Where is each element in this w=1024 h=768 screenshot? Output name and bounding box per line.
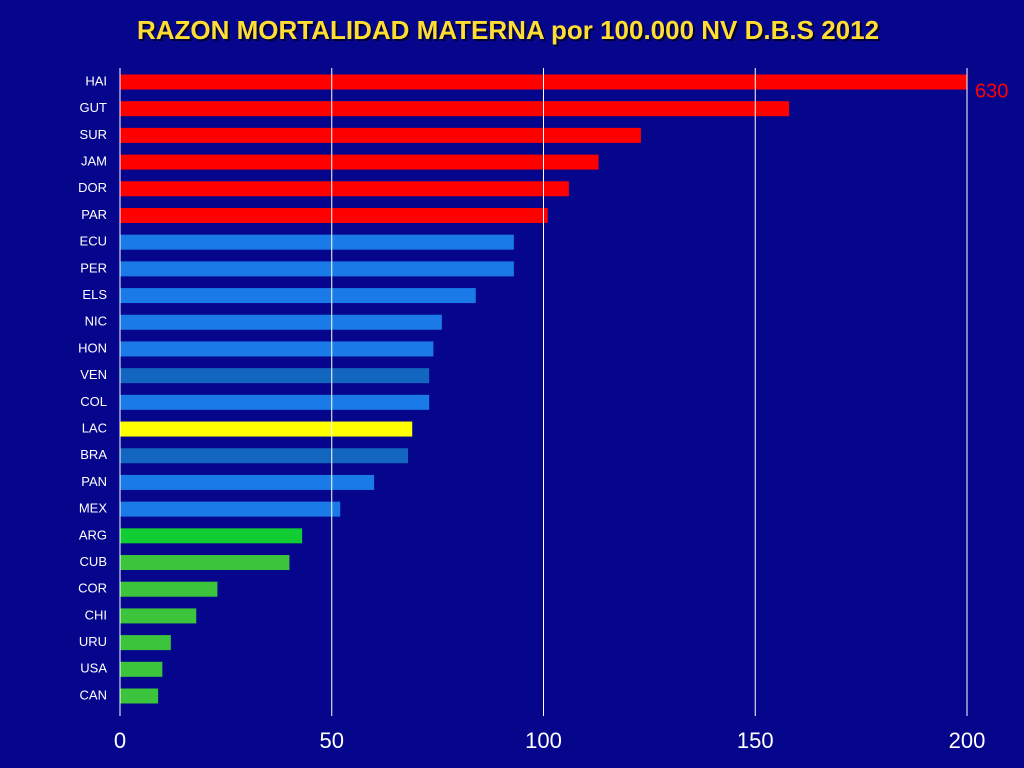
x-tick-label: 200 <box>949 728 986 753</box>
y-tick-label: GUT <box>80 100 108 115</box>
y-tick-label: CHI <box>85 607 107 622</box>
y-tick-label: PER <box>80 260 107 275</box>
y-tick-label: PAR <box>81 207 107 222</box>
y-tick-label: MEX <box>79 501 108 516</box>
x-tick-label: 150 <box>737 728 774 753</box>
bar <box>120 314 442 330</box>
x-tick-label: 0 <box>114 728 126 753</box>
y-tick-label: COR <box>78 581 107 596</box>
y-tick-label: COL <box>80 394 107 409</box>
bar <box>120 635 171 651</box>
bar <box>120 501 341 517</box>
bar <box>120 261 514 277</box>
bar <box>120 234 514 250</box>
bar <box>120 74 967 90</box>
y-tick-label: ECU <box>80 234 107 249</box>
plot-area <box>120 74 967 704</box>
bar <box>120 661 163 677</box>
bar <box>120 101 790 117</box>
bar <box>120 154 599 170</box>
y-tick-label: USA <box>80 661 107 676</box>
y-tick-label: HON <box>78 340 107 355</box>
bar <box>120 288 476 304</box>
bar <box>120 608 197 624</box>
bar <box>120 181 569 197</box>
y-tick-label: CUB <box>80 554 107 569</box>
y-tick-label: URU <box>79 634 107 649</box>
y-tick-label: HAI <box>85 73 107 88</box>
y-tick-label: CAN <box>80 687 107 702</box>
bar <box>120 688 159 704</box>
bar <box>120 368 430 384</box>
y-tick-label: DOR <box>78 180 107 195</box>
chart-title-shadow: RAZON MORTALIDAD MATERNA por 100.000 NV … <box>139 17 881 47</box>
bar <box>120 555 290 571</box>
bar <box>120 341 434 357</box>
chart-title: RAZON MORTALIDAD MATERNA por 100.000 NV … <box>137 15 879 45</box>
y-tick-label: ELS <box>82 287 107 302</box>
bar <box>120 528 303 544</box>
y-tick-label: PAN <box>81 474 107 489</box>
x-tick-label: 100 <box>525 728 562 753</box>
y-tick-label: LAC <box>82 420 107 435</box>
y-tick-label: SUR <box>80 127 107 142</box>
bar <box>120 421 413 437</box>
bar <box>120 581 218 597</box>
bar <box>120 474 375 490</box>
overflow-label: 630 <box>975 80 1008 102</box>
bar <box>120 448 408 464</box>
y-tick-label: ARG <box>79 527 107 542</box>
y-tick-label: VEN <box>80 367 107 382</box>
bar <box>120 127 641 143</box>
y-tick-label: BRA <box>80 447 107 462</box>
y-tick-label: JAM <box>81 154 107 169</box>
y-tick-label: NIC <box>85 314 107 329</box>
bar <box>120 207 548 223</box>
x-tick-label: 50 <box>320 728 344 753</box>
bar <box>120 394 430 410</box>
